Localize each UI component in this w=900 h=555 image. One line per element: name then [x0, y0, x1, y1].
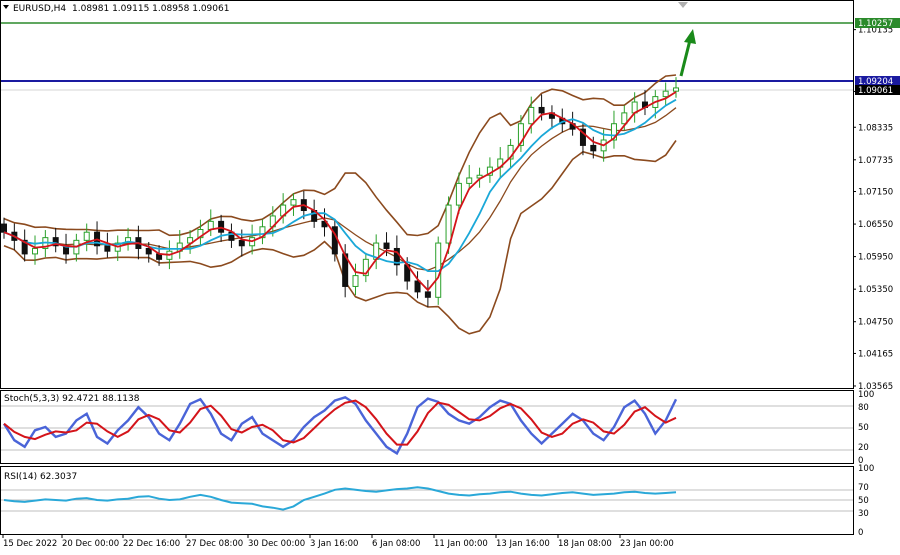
- price-tick-label: 1.05950: [858, 253, 893, 263]
- bollinger-lower: [3, 140, 677, 335]
- scale-label: 0: [858, 528, 863, 538]
- scale-label: 50: [858, 423, 869, 433]
- time-tick-label: 3 Jan 16:00: [310, 539, 358, 549]
- candle-body: [662, 90, 669, 98]
- candle-body: [445, 204, 452, 244]
- stoch-pane-frame: [0, 390, 854, 464]
- candle-body: [621, 112, 628, 125]
- stoch-label: Stoch(5,3,3) 92.4721 88.1138: [4, 394, 140, 404]
- up-arrow-icon: [679, 29, 696, 77]
- candle-body: [145, 247, 152, 255]
- scale-label: 20: [858, 443, 869, 453]
- scale-label: 100: [858, 464, 874, 474]
- candle-body: [424, 291, 431, 298]
- candle-body: [455, 182, 462, 206]
- bollinger-upper: [3, 74, 677, 237]
- rsi-scale: 100 70 50 30 0: [858, 464, 874, 538]
- slow-ma-line: [3, 98, 677, 272]
- svg-text:1.10257: 1.10257: [858, 19, 893, 29]
- price-tick-label: 1.08335: [858, 123, 893, 133]
- time-tick-label: 30 Dec 00:00: [248, 539, 305, 549]
- price-tick-label: 1.04750: [858, 318, 893, 328]
- scale-label: 80: [858, 403, 869, 413]
- price-tick-label: 1.07150: [858, 188, 893, 198]
- price-tick-label: 1.07735: [858, 156, 893, 166]
- candle-body: [528, 106, 535, 125]
- candle-body: [125, 237, 132, 244]
- candle-body: [517, 123, 524, 146]
- current-price-tag: 1.09061: [855, 85, 900, 96]
- time-tick-label: 20 Dec 00:00: [62, 539, 119, 549]
- fast-ma-line: [3, 91, 677, 292]
- time-axis: 15 Dec 2022 20 Dec 00:00 22 Dec 16:00 27 De…: [2, 535, 674, 549]
- candles-group: [1, 77, 679, 308]
- candle-body: [610, 123, 617, 141]
- time-tick-label: 23 Jan 00:00: [620, 539, 674, 549]
- price-tick-label: 1.06550: [858, 220, 893, 230]
- svg-text:1.09204: 1.09204: [858, 77, 893, 87]
- candle-body: [207, 220, 214, 230]
- scale-label: 50: [858, 496, 869, 506]
- candle-body: [218, 220, 225, 233]
- stoch-signal-line: [3, 399, 677, 446]
- rsi-pane-frame: [0, 466, 854, 535]
- candle-body: [579, 128, 586, 146]
- symbol-label: EURUSD,H4: [13, 4, 66, 14]
- stoch-main-line: [2, 395, 678, 456]
- candle-body: [538, 106, 545, 114]
- dropdown-icon[interactable]: [3, 5, 9, 9]
- time-tick-label: 6 Jan 08:00: [372, 539, 420, 549]
- candle-body: [238, 239, 245, 247]
- candle-body: [104, 245, 111, 252]
- scale-label: 0: [858, 456, 863, 466]
- green-level-tag: 1.10257: [855, 18, 900, 29]
- candle-body: [52, 237, 59, 247]
- candle-body: [83, 231, 90, 241]
- price-tick-label: 1.04165: [858, 349, 893, 359]
- candle-body: [1, 223, 7, 233]
- svg-text:1.09061: 1.09061: [858, 86, 893, 96]
- time-tick-label: 13 Jan 16:00: [496, 539, 550, 549]
- candle-body: [290, 199, 297, 206]
- rsi-ref-lines: [1, 489, 853, 512]
- ohlc-values: 1.08981 1.09115 1.08958 1.09061: [72, 4, 229, 14]
- time-tick-label: 27 Dec 08:00: [186, 539, 243, 549]
- candle-body: [383, 242, 390, 249]
- scale-label: 70: [858, 483, 869, 493]
- candle-body: [362, 258, 369, 277]
- stoch-ref-lines: [1, 405, 853, 451]
- scale-label: 100: [858, 390, 874, 400]
- price-tick-label: 1.03565: [858, 382, 893, 392]
- candle-body: [352, 275, 359, 287]
- main-pane-frame: [0, 0, 854, 389]
- candle-body: [590, 144, 597, 152]
- price-tick-label: 1.05350: [858, 285, 893, 295]
- time-tick-label: 15 Dec 2022: [3, 539, 57, 549]
- candle-body: [466, 177, 473, 184]
- stoch-scale: 100 80 50 20 0: [858, 390, 874, 466]
- candle-body: [21, 239, 28, 255]
- candle-body: [32, 247, 39, 255]
- scale-label: 30: [858, 509, 869, 519]
- rsi-label: RSI(14) 62.3037: [4, 472, 77, 482]
- price-tick-label: 1.10135: [858, 26, 893, 36]
- blue-level-tag: 1.09204: [855, 76, 900, 87]
- time-tick-label: 11 Jan 00:00: [434, 539, 488, 549]
- shift-marker-icon[interactable]: [678, 2, 688, 8]
- time-tick-label: 18 Jan 08:00: [558, 539, 612, 549]
- rsi-line: [3, 486, 677, 511]
- time-tick-label: 22 Dec 16:00: [123, 539, 180, 549]
- candle-body: [673, 87, 679, 92]
- candle-body: [414, 280, 421, 293]
- candle-body: [393, 247, 400, 266]
